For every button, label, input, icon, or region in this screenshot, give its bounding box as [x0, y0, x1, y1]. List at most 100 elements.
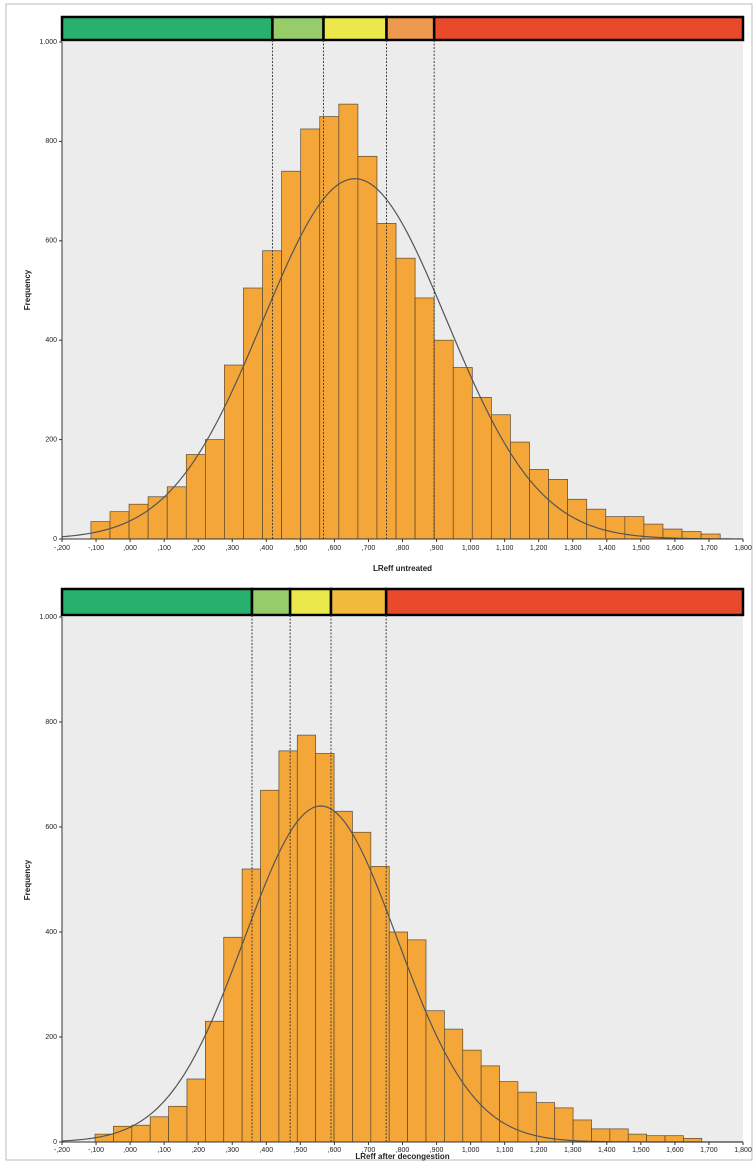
bar [168, 1105, 188, 1143]
x-tick-label: ,000 [123, 545, 137, 552]
y-tick-label: 600 [45, 238, 57, 245]
x-tick-label: 1,100 [496, 545, 514, 552]
x-tick-label: 1,100 [496, 1147, 514, 1154]
x-tick-label: 1,400 [598, 545, 616, 552]
y-tick-label: 600 [45, 824, 57, 831]
x-axis-label: LReff untreated [373, 564, 432, 573]
bar [186, 1078, 206, 1143]
bar [407, 939, 427, 1143]
y-tick-label: 0 [53, 536, 57, 543]
bar [319, 116, 340, 540]
y-tick-label: 800 [45, 719, 57, 726]
bar [300, 128, 321, 540]
bar [452, 367, 473, 540]
risk-band [384, 587, 745, 617]
bar [609, 1128, 629, 1143]
bar [471, 397, 492, 540]
y-tick-label: 200 [45, 436, 57, 443]
x-tick-label: ,800 [396, 545, 410, 552]
y-axis-label: Frequency [23, 859, 32, 900]
y-tick-label: 1.000 [39, 614, 57, 621]
bar [131, 1124, 151, 1143]
risk-band [329, 587, 388, 617]
risk-band [60, 587, 254, 617]
x-tick-label: 1,000 [462, 1147, 480, 1154]
bar [166, 486, 187, 540]
x-tick-label: ,400 [259, 545, 273, 552]
bar [627, 1133, 647, 1143]
x-tick-label: ,100 [157, 545, 171, 552]
x-tick-label: ,500 [294, 1147, 308, 1154]
bar [224, 364, 244, 540]
bar [414, 297, 435, 540]
bar [333, 810, 353, 1143]
bar [241, 868, 261, 1143]
bar [491, 414, 511, 540]
bar [554, 1107, 574, 1143]
x-tick-label: ,200 [191, 1147, 205, 1154]
y-tick-label: 0 [53, 1139, 57, 1146]
bar [548, 479, 568, 540]
x-tick-label: 1,500 [632, 1147, 650, 1154]
x-tick-label: 1,700 [700, 1147, 718, 1154]
bar [128, 503, 149, 540]
y-tick-label: 800 [45, 138, 57, 145]
bar [357, 155, 378, 540]
y-axis-label: Frequency [23, 269, 32, 310]
bar [499, 1081, 519, 1143]
x-tick-label: ,900 [430, 1147, 444, 1154]
y-tick-label: 1.000 [39, 39, 57, 46]
x-tick-label: -,100 [88, 1147, 104, 1154]
risk-band [250, 587, 292, 617]
bar [281, 170, 302, 540]
x-tick-label: ,400 [259, 1147, 273, 1154]
x-tick-label: ,600 [328, 545, 342, 552]
bar [462, 1049, 482, 1143]
bar [529, 469, 549, 540]
x-tick-label: 1,600 [666, 545, 684, 552]
x-tick-label: 1,800 [734, 545, 752, 552]
x-tick-label: 1,300 [564, 1147, 582, 1154]
bar [388, 931, 408, 1143]
x-tick-label: -,100 [88, 545, 104, 552]
x-tick-label: 1,800 [734, 1147, 752, 1154]
y-tick-label: 400 [45, 337, 57, 344]
bar [646, 1135, 666, 1143]
x-tick-label: 1,200 [530, 1147, 548, 1154]
bar [480, 1065, 500, 1143]
x-tick-label: ,200 [191, 545, 205, 552]
bar [664, 1135, 684, 1143]
x-tick-label: ,700 [362, 545, 376, 552]
y-tick-label: 400 [45, 929, 57, 936]
x-tick-label: 1,000 [462, 545, 480, 552]
bar [149, 1116, 169, 1143]
x-tick-label: ,800 [396, 1147, 410, 1154]
bar [338, 103, 359, 540]
x-tick-label: 1,500 [632, 545, 650, 552]
bar [113, 1125, 133, 1143]
x-tick-label: 1,700 [700, 545, 718, 552]
bar [296, 734, 317, 1143]
bar [605, 516, 626, 540]
risk-band [271, 15, 325, 42]
x-tick-label: ,300 [225, 1147, 239, 1154]
x-tick-label: ,100 [157, 1147, 171, 1154]
x-tick-label: ,500 [294, 545, 308, 552]
risk-band [288, 587, 333, 617]
x-tick-label: ,600 [328, 1147, 342, 1154]
bar [425, 1010, 445, 1143]
bar [94, 1133, 114, 1143]
bar [395, 257, 416, 540]
x-tick-label: -,200 [54, 1147, 70, 1154]
bar [90, 521, 111, 540]
x-tick-label: 1,300 [564, 545, 582, 552]
x-tick-label: 1,600 [666, 1147, 684, 1154]
normal-curve [61, 178, 743, 540]
x-tick-label: -,200 [54, 545, 70, 552]
bar [591, 1128, 611, 1143]
x-tick-label: ,000 [123, 1147, 137, 1154]
bar [352, 831, 372, 1143]
bar [205, 439, 225, 540]
risk-band [322, 15, 388, 42]
